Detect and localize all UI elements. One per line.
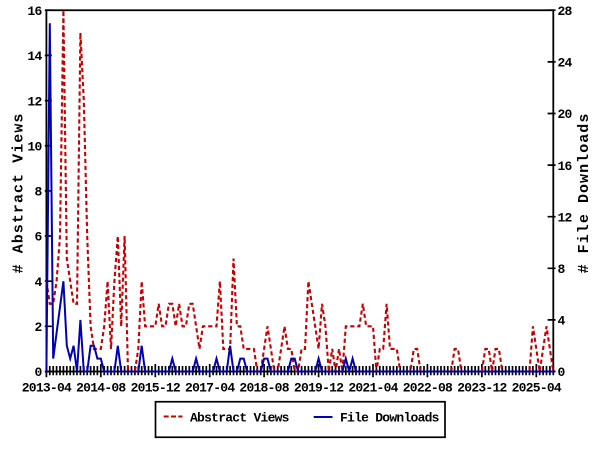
- svg-text:2022-08: 2022-08: [403, 381, 453, 396]
- svg-text:4: 4: [34, 275, 42, 290]
- svg-text:12: 12: [558, 210, 573, 225]
- svg-text:4: 4: [558, 314, 566, 329]
- svg-text:16: 16: [27, 4, 42, 19]
- svg-text:2023-12: 2023-12: [457, 381, 507, 396]
- svg-text:2017-04: 2017-04: [185, 381, 235, 396]
- svg-text:8: 8: [34, 185, 42, 200]
- svg-text:10: 10: [27, 139, 42, 154]
- svg-text:2018-08: 2018-08: [239, 381, 289, 396]
- svg-text:20: 20: [558, 107, 573, 122]
- svg-text:2015-12: 2015-12: [131, 381, 181, 396]
- svg-text:Abstract Views: Abstract Views: [190, 411, 290, 426]
- svg-text:0: 0: [34, 365, 42, 380]
- svg-text:6: 6: [34, 230, 42, 245]
- svg-text:28: 28: [558, 4, 573, 19]
- svg-text:0: 0: [558, 365, 566, 380]
- svg-text:2013-04: 2013-04: [22, 381, 72, 396]
- svg-text:2021-04: 2021-04: [348, 381, 398, 396]
- svg-text:2: 2: [34, 320, 42, 335]
- svg-text:2014-08: 2014-08: [76, 381, 126, 396]
- svg-text:File Downloads: File Downloads: [340, 411, 440, 426]
- svg-text:# Abstract Views: # Abstract Views: [11, 113, 28, 274]
- svg-text:14: 14: [27, 49, 42, 64]
- svg-text:24: 24: [558, 56, 573, 71]
- svg-text:16: 16: [558, 159, 573, 174]
- svg-text:2025-04: 2025-04: [512, 381, 562, 396]
- svg-text:# File Downloads: # File Downloads: [576, 113, 593, 274]
- svg-text:8: 8: [558, 262, 566, 277]
- svg-text:12: 12: [27, 94, 42, 109]
- svg-text:2019-12: 2019-12: [294, 381, 344, 396]
